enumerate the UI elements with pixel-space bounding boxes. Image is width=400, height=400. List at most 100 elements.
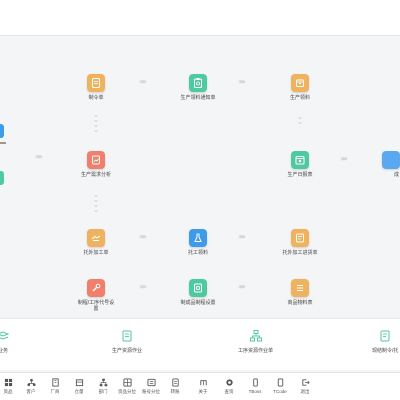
exit-icon <box>301 379 310 386</box>
flow-arrow-right: ››››› <box>35 152 43 161</box>
tab-zhuanzhang[interactable]: 转账 <box>163 378 187 395</box>
node-label: 商品物料表 <box>287 300 313 306</box>
node-label: 生产需求分析 <box>80 172 111 178</box>
tab-guanyu[interactable]: 关于 <box>191 378 215 395</box>
node-zhipin[interactable]: 制成品制程设置 <box>168 279 228 306</box>
node-label: 托外加工进货单 <box>282 250 318 256</box>
transfer-icon <box>171 378 179 387</box>
tab-label: TBoss <box>248 389 262 394</box>
workflow-canvas: 制令单 ››››› 生产领料通知单 ››››› 生产领料 ⌄ ⌄ ⌄ ⌄ ⌄ ⌄ ›››… <box>0 36 400 316</box>
flow-arrow-down: ⌄ ⌄ <box>296 112 304 126</box>
node-tongzhi[interactable]: 生产领料通知单 <box>168 74 228 101</box>
phone-icon <box>252 378 258 387</box>
tab-label: 转账 <box>170 389 180 394</box>
tab-cangliang[interactable]: 仓量 <box>67 378 91 395</box>
edge-node-left-bottom[interactable] <box>0 171 4 185</box>
document-edit-icon <box>380 330 390 342</box>
tablet-icon <box>277 378 283 387</box>
node-label: 生产领料通知单 <box>180 95 216 101</box>
node-jinhuo[interactable]: 托外加工进货单 <box>270 229 330 256</box>
document-icon <box>87 74 105 92</box>
node-gongxu[interactable]: 制程/工序代号设 置 <box>66 279 126 312</box>
tab-kehu[interactable]: 客户 <box>19 378 43 395</box>
grid-icon <box>4 378 12 387</box>
wrench-icon <box>87 279 105 297</box>
handshake-icon <box>87 229 105 247</box>
tab-bumen[interactable]: 部门 <box>91 378 115 395</box>
account-icon <box>146 378 156 387</box>
flow-arrow-right: ››››› <box>340 154 348 163</box>
bottom-item-label: 工序资源作业单 <box>238 348 274 354</box>
node-zhiling[interactable]: 制令单 <box>66 74 126 101</box>
flow-arrow-right: ››››› <box>139 77 147 86</box>
edge-icon <box>382 151 400 169</box>
tab-ziping[interactable]: 资品 <box>0 378 20 395</box>
tab-tcode[interactable]: TCode <box>268 378 292 394</box>
box-icon <box>291 74 309 92</box>
info-icon <box>199 380 207 386</box>
category-icon <box>122 378 132 387</box>
flow-arrow-down: ⌄ ⌄ ⌄ ⌄ <box>92 190 100 214</box>
node-label: 生产日报表 <box>287 172 313 178</box>
org-icon <box>26 378 36 387</box>
department-icon <box>99 378 107 387</box>
flow-arrow-right: ››››› <box>238 77 246 86</box>
tab-zipinfenwei[interactable]: 资品分位 <box>115 378 139 395</box>
tab-label: 厂商 <box>50 389 60 394</box>
bottom-tab-bar: 资品 客户 厂商 仓量 部门 资品分位 账号分位 转账 关于 查资 TBoss <box>0 372 400 400</box>
bottom-item-yewu[interactable]: 业务 <box>0 329 10 354</box>
bottom-item-shengchan[interactable]: 生产资源作业 <box>112 329 142 354</box>
document-icon <box>122 330 132 342</box>
node-ribaobiao[interactable]: 生产日报表 <box>270 151 330 178</box>
tab-label: TCode <box>273 389 287 394</box>
node-edge-right[interactable]: 成 <box>372 151 400 178</box>
edge-node-left-top[interactable] <box>0 124 4 138</box>
edge-node-left-text <box>0 142 6 144</box>
tab-tuichu[interactable]: 退出 <box>293 378 317 395</box>
resource-panel: 业务 生产资源作业 工序资源作业单 现结制令/托 <box>0 318 400 370</box>
tab-chazi[interactable]: 查资 <box>217 378 241 395</box>
node-wuliao[interactable]: 商品物料表 <box>270 279 330 306</box>
top-toolbar <box>0 0 400 36</box>
tab-zhanghaofenwei[interactable]: 账号分位 <box>139 378 163 395</box>
search-icon <box>225 379 233 386</box>
tab-label: 查资 <box>224 389 234 394</box>
tab-label: 客户 <box>26 389 36 394</box>
hierarchy-icon <box>249 330 262 342</box>
node-tuogong[interactable]: 托工领料 <box>168 229 228 256</box>
tab-label: 账号分位 <box>142 389 160 394</box>
tab-label: 资品 <box>3 389 13 394</box>
tab-label: 资品分位 <box>118 389 136 394</box>
node-label: 托工领料 <box>187 250 208 256</box>
calendar-icon <box>291 151 309 169</box>
bottom-item-label: 现结制令/托 <box>372 348 399 354</box>
list-icon <box>291 279 309 297</box>
building-icon <box>51 378 59 387</box>
flow-arrow-down: ⌄ ⌄ ⌄ ⌄ <box>92 110 100 134</box>
node-label-line2: 置 <box>93 306 99 312</box>
node-lingliao[interactable]: 生产领料 <box>270 74 330 101</box>
flow-arrow-right: ››››› <box>238 232 246 241</box>
node-xuqiu[interactable]: 生产需求分析 <box>66 151 126 178</box>
clipboard-icon <box>189 74 207 92</box>
node-label: 成 <box>394 172 400 178</box>
bottom-item-gongxu[interactable]: 工序资源作业单 <box>238 329 273 354</box>
bottom-item-xianjie[interactable]: 现结制令/托 <box>372 329 398 354</box>
tab-tboss[interactable]: TBoss <box>243 378 267 394</box>
gear-icon <box>189 279 207 297</box>
stack-icon <box>0 331 10 340</box>
tab-label: 仓量 <box>74 389 84 394</box>
tab-label: 关于 <box>198 389 208 394</box>
tab-changshang[interactable]: 厂商 <box>43 378 67 395</box>
node-label: 制程/工序代号设 <box>77 300 115 306</box>
warehouse-icon <box>75 379 83 387</box>
bottom-item-label: 业务 <box>0 348 8 354</box>
node-waifa[interactable]: 托外加工单 <box>66 229 126 256</box>
node-label: 托外加工单 <box>83 250 109 256</box>
flow-arrow-right: ››››› <box>139 232 147 241</box>
node-label: 制令单 <box>88 95 104 101</box>
node-label: 生产领料 <box>289 95 310 101</box>
flow-arrow-right: ››››› <box>238 282 246 291</box>
tab-label: 部门 <box>98 389 108 394</box>
flask-icon <box>189 229 207 247</box>
